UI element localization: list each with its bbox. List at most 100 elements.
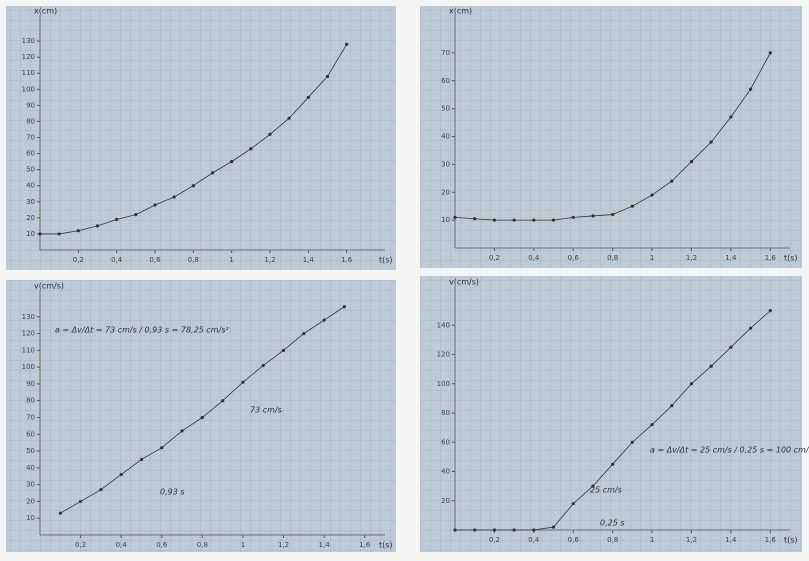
x-tick-label: 1,2 <box>686 536 697 544</box>
y-tick-label: 10 <box>441 216 450 224</box>
data-point <box>57 232 61 236</box>
x-tick-label: 0,6 <box>568 254 580 262</box>
data-point <box>492 218 497 222</box>
data-point <box>58 511 62 515</box>
x-tick-label: 1,4 <box>319 541 331 549</box>
x-tick-label: 1,6 <box>359 541 371 549</box>
y-tick-label: 90 <box>26 380 35 388</box>
y-tick-label: 80 <box>26 117 35 125</box>
data-point <box>473 528 477 532</box>
data-point <box>139 457 144 462</box>
data-point <box>551 525 556 529</box>
x-tick-label: 1,2 <box>278 541 289 549</box>
data-point <box>689 382 694 386</box>
data-point <box>768 51 772 55</box>
annotation: 0,25 s <box>600 519 625 528</box>
y-tick-label: 130 <box>22 313 35 321</box>
data-point <box>532 218 536 222</box>
paper <box>6 6 396 270</box>
x-tick-label: 1,4 <box>303 256 315 264</box>
data-point <box>302 331 306 336</box>
y-tick-label: 30 <box>26 198 35 206</box>
data-point <box>591 484 595 488</box>
x-tick-label: 1,6 <box>765 536 777 544</box>
y-tick-label: 80 <box>26 397 35 405</box>
x-tick-label: 0,8 <box>607 254 618 262</box>
y-tick-label: 10 <box>26 230 35 238</box>
data-point <box>748 326 753 330</box>
x-tick-label: 0,4 <box>528 536 540 544</box>
x-tick-label: 0,2 <box>75 541 86 549</box>
data-point <box>729 345 733 349</box>
x-tick-label: 1,2 <box>264 256 275 264</box>
data-point <box>261 363 265 368</box>
y-tick-label: 100 <box>22 363 35 371</box>
data-point <box>230 160 234 164</box>
data-point <box>729 115 733 119</box>
y-tick-label: 60 <box>26 150 35 158</box>
data-point <box>453 528 457 532</box>
data-point <box>611 212 615 217</box>
data-point <box>281 348 286 352</box>
data-point <box>249 147 253 151</box>
y-tick-label: 140 <box>437 321 450 329</box>
x-tick-label: 0,4 <box>111 256 123 264</box>
data-point <box>210 171 215 175</box>
x-tick-label: 0,6 <box>149 256 161 264</box>
x-tick-label: 0,6 <box>568 536 580 544</box>
data-point <box>512 218 516 222</box>
data-point <box>95 224 100 228</box>
x-axis-label: t(s) <box>784 536 798 545</box>
y-tick-label: 70 <box>441 49 450 57</box>
y-tick-label: 100 <box>437 380 450 388</box>
annotation: a = Δv/Δt = 73 cm/s / 0,93 s = 78,25 cm/… <box>55 326 229 335</box>
data-point <box>200 415 204 420</box>
y-tick-label: 30 <box>26 481 35 489</box>
data-point <box>153 203 157 207</box>
x-axis-label: t(s) <box>379 256 393 265</box>
data-point <box>172 195 176 199</box>
data-point <box>611 462 615 466</box>
x-tick-label: 1 <box>650 254 654 262</box>
x-tick-label: 0,2 <box>489 254 500 262</box>
y-tick-label: 60 <box>441 77 450 85</box>
data-point <box>650 423 654 427</box>
data-point <box>453 215 457 219</box>
data-point <box>492 528 497 532</box>
data-point <box>571 502 575 506</box>
y-tick-label: 120 <box>437 351 450 359</box>
y-tick-label: 70 <box>26 414 35 422</box>
data-point <box>709 140 713 144</box>
data-point <box>38 232 42 236</box>
annotation: 0,93 s <box>160 488 185 497</box>
x-tick-label: 1 <box>241 541 245 549</box>
x-tick-label: 1,4 <box>725 254 737 262</box>
data-point <box>268 132 272 136</box>
data-point <box>748 87 753 91</box>
y-tick-label: 120 <box>22 330 35 338</box>
y-tick-label: 50 <box>441 105 450 113</box>
data-point <box>532 528 536 532</box>
x-tick-label: 1,6 <box>765 254 777 262</box>
data-point <box>473 217 477 221</box>
annotation: 73 cm/s <box>250 406 282 415</box>
y-axis-label: v(cm/s) <box>449 278 479 287</box>
x-tick-label: 1 <box>650 536 654 544</box>
y-tick-label: 40 <box>441 133 450 141</box>
data-point <box>345 42 349 46</box>
y-tick-label: 60 <box>441 438 450 446</box>
y-tick-label: 50 <box>26 447 35 455</box>
x-tick-label: 0,2 <box>73 256 84 264</box>
y-tick-label: 40 <box>441 468 450 476</box>
y-axis-label: v(cm/s) <box>34 282 64 291</box>
y-tick-label: 80 <box>441 409 450 417</box>
y-tick-label: 110 <box>22 69 35 77</box>
data-point <box>134 213 138 217</box>
y-tick-label: 40 <box>26 464 35 472</box>
y-tick-label: 40 <box>26 182 35 190</box>
x-tick-label: 0,4 <box>116 541 128 549</box>
y-tick-label: 70 <box>26 134 35 142</box>
data-point <box>571 215 575 219</box>
data-point <box>221 399 225 403</box>
